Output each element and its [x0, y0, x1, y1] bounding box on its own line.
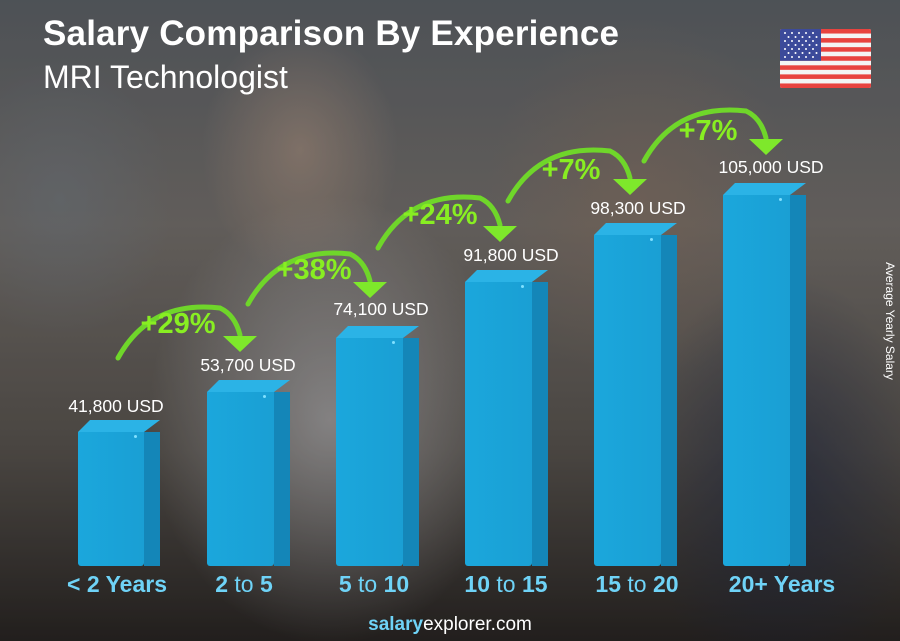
y-axis-label: Average Yearly Salary [883, 262, 897, 380]
value-label: 105,000 USD [718, 157, 824, 177]
chart-subtitle: MRI Technologist [43, 59, 288, 95]
value-label: 74,100 USD [333, 299, 429, 319]
bar-lt-2-years [78, 420, 160, 566]
increase-arrow-icon [505, 147, 647, 204]
increase-label: +7% [541, 154, 601, 186]
increase-label: +24% [402, 199, 478, 231]
category-label: 2 to 5 [215, 571, 273, 597]
us-flag-icon [780, 29, 871, 88]
bar-10-to-15 [465, 270, 548, 566]
value-label: 41,800 USD [68, 396, 164, 416]
bar-2-to-5 [207, 380, 290, 566]
increase-label: +38% [276, 254, 352, 286]
chart-title: Salary Comparison By Experience [43, 14, 620, 53]
source-link[interactable]: salaryexplorer.com [368, 614, 532, 635]
category-label: 5 to 10 [338, 571, 410, 597]
bar-20-plus-years [723, 183, 806, 566]
value-label: 98,300 USD [590, 198, 686, 218]
category-label: < 2 Years [67, 571, 167, 597]
category-label: 10 to 15 [464, 571, 548, 597]
increase-arrow-icon [245, 250, 387, 307]
category-label: 20+ Years [728, 571, 836, 597]
increase-arrow-icon [115, 304, 257, 361]
increase-arrow-icon [641, 107, 783, 164]
value-label: 91,800 USD [463, 245, 559, 265]
increase-label: +7% [678, 115, 738, 147]
category-label: 15 to 20 [595, 571, 679, 597]
bar-15-to-20 [594, 223, 677, 566]
increase-arrow-icon [375, 194, 517, 251]
increase-label: +29% [140, 308, 216, 340]
bar-5-to-10 [336, 326, 419, 566]
value-label: 53,700 USD [200, 355, 296, 375]
